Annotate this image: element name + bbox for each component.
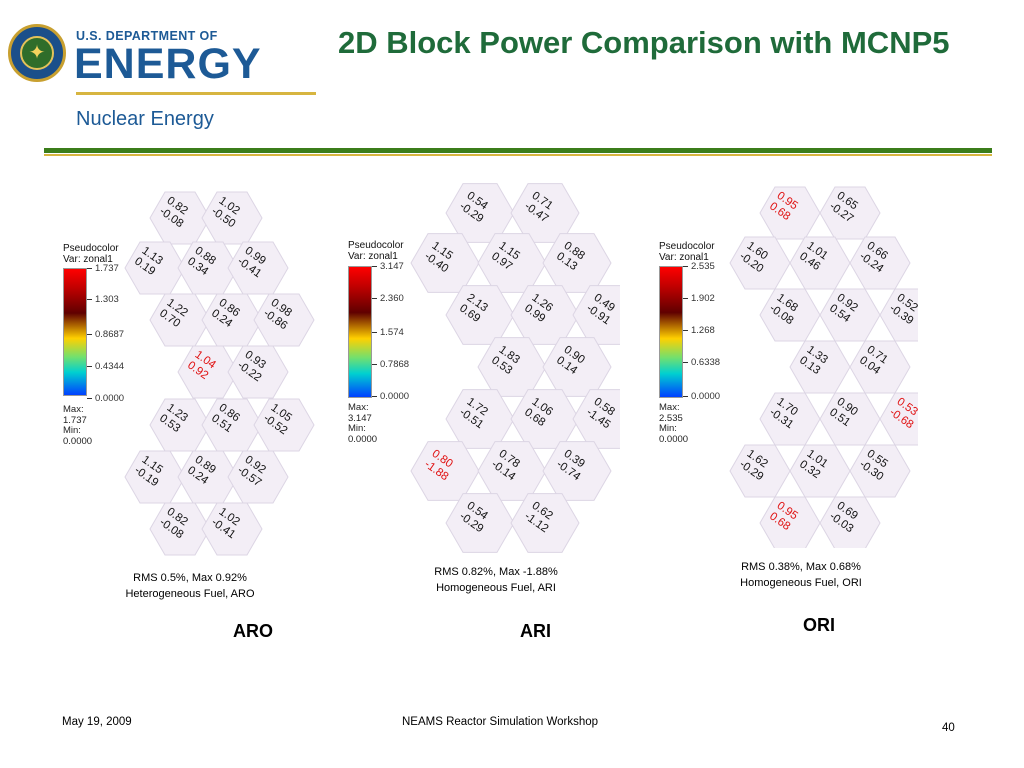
legend-tick: 1.737 [87, 263, 119, 274]
legend-tick: 0.4344 [87, 361, 124, 372]
case-label: ARI [520, 621, 551, 641]
legend-tick: 0.7868 [372, 359, 409, 370]
agency-line: U.S. DEPARTMENT OF [76, 29, 218, 43]
hex-block-map [729, 186, 918, 548]
hex-block [879, 392, 918, 446]
legend-title: Pseudocolor Var: zonal1 [63, 243, 119, 265]
legend-tick: 2.535 [683, 261, 715, 272]
color-scale-bar [348, 266, 372, 398]
header-rule [44, 148, 992, 153]
stats-caption: RMS 0.38%, Max 0.68% Homogeneous Fuel, OR… [740, 561, 862, 589]
stats-caption: RMS 0.82%, Max -1.88% Homogeneous Fuel, A… [434, 566, 558, 594]
header-rule-gold [44, 154, 992, 156]
page-number: 40 [942, 722, 955, 734]
color-scale-bar [63, 268, 87, 396]
logo-divider [76, 92, 316, 95]
legend-tick: 0.0000 [683, 391, 720, 402]
case-label: ORI [803, 615, 836, 635]
hex-block [759, 496, 821, 548]
legend-tick: 1.574 [372, 327, 404, 338]
legend-tick: 1.268 [683, 325, 715, 336]
legend-tick: 0.0000 [372, 391, 409, 402]
hex-block [201, 502, 263, 556]
hex-block [149, 502, 211, 556]
footer-date: May 19, 2009 [62, 716, 132, 728]
stats-caption: RMS 0.5%, Max 0.92% Heterogeneous Fuel, A… [125, 572, 255, 600]
legend-tick: 0.0000 [87, 393, 124, 404]
hex-block [253, 293, 315, 347]
hex-block [542, 441, 612, 501]
hex-block [510, 493, 580, 553]
legend-title: Pseudocolor Var: zonal1 [348, 240, 404, 262]
office-label: Nuclear Energy [76, 108, 214, 130]
hex-block [819, 496, 881, 548]
legend-title: Pseudocolor Var: zonal1 [659, 241, 715, 263]
hex-block [849, 444, 911, 498]
hex-block [572, 285, 620, 345]
legend-tick: 1.902 [683, 293, 715, 304]
color-scale-bar [659, 266, 683, 398]
hex-block [445, 493, 515, 553]
hex-block [572, 389, 620, 449]
legend-tick: 2.360 [372, 293, 404, 304]
hex-block [227, 450, 289, 504]
hex-block [879, 288, 918, 342]
hex-block [177, 345, 239, 399]
doe-seal-logo: ✦ [8, 24, 66, 82]
slide-title: 2D Block Power Comparison with MCNP5 [338, 25, 950, 60]
hex-block [253, 398, 315, 452]
hex-block-map [124, 191, 315, 556]
legend-tick: 0.8687 [87, 329, 124, 340]
legend-tick: 1.303 [87, 294, 119, 305]
footer-event: NEAMS Reactor Simulation Workshop [402, 716, 598, 728]
legend-tick: 3.147 [372, 261, 404, 272]
legend-max-min: Max: 1.737 Min: 0.0000 [63, 404, 93, 447]
case-label: ARO [233, 621, 273, 641]
legend-max-min: Max: 3.147 Min: 0.0000 [348, 402, 378, 445]
hex-block [227, 345, 289, 399]
legend-tick: 0.6338 [683, 357, 720, 368]
hex-block-map [410, 183, 620, 553]
legend-max-min: Max: 2.535 Min: 0.0000 [659, 402, 689, 445]
agency-name: ENERGY [74, 40, 262, 88]
